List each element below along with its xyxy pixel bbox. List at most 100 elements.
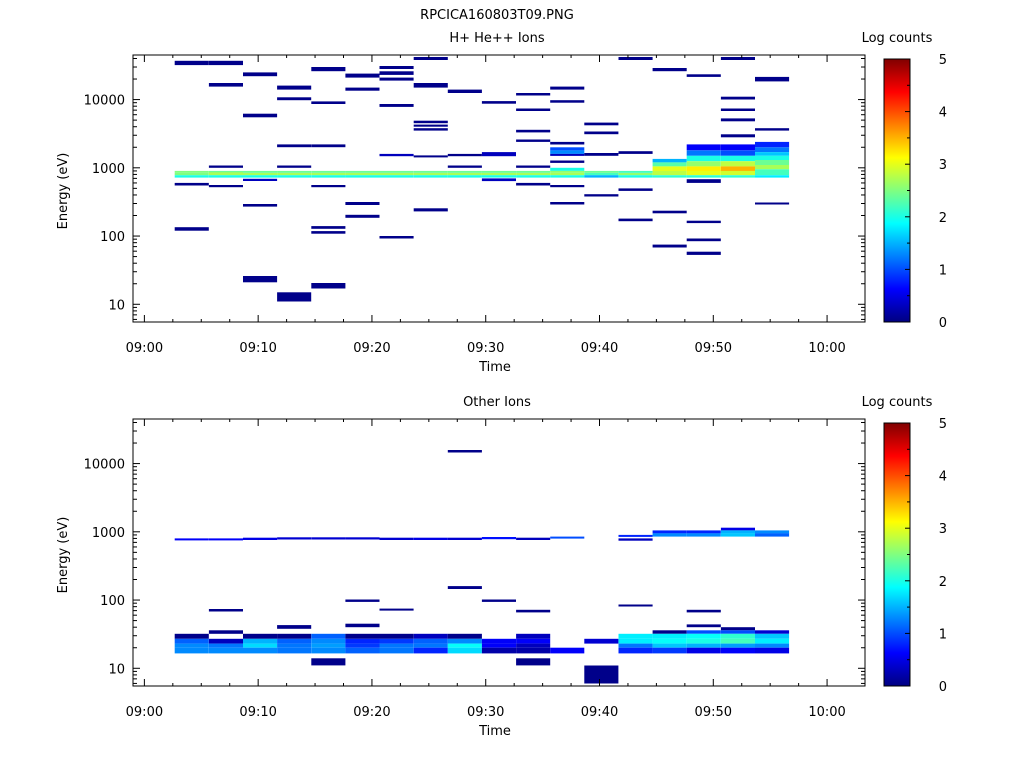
heatmap-cell [686, 624, 721, 628]
heatmap-cell [755, 202, 790, 205]
heatmap-cell [413, 647, 448, 654]
colorbar-tick-label: 1 [939, 627, 947, 642]
heatmap-cell [720, 96, 755, 100]
heatmap-cell [755, 647, 790, 654]
heatmap-cell [550, 150, 585, 154]
heatmap-cell [686, 175, 721, 178]
heatmap-cell [618, 638, 653, 644]
y-tick-label: 1000 [92, 526, 125, 541]
heatmap-cell [447, 633, 482, 639]
heatmap-cell [311, 633, 346, 639]
heatmap-cell [243, 276, 278, 283]
heatmap-cell [345, 638, 380, 644]
heatmap-cell [720, 175, 755, 178]
heatmap-cell [516, 165, 551, 168]
heatmap-cell [174, 175, 209, 178]
heatmap-cell [584, 131, 619, 135]
heatmap-cell [516, 633, 551, 639]
x-tick-label: 09:10 [239, 705, 276, 720]
y-tick-label: 10000 [84, 458, 125, 473]
heatmap-cell [413, 170, 448, 173]
heatmap-cell [481, 175, 516, 178]
heatmap-cell [277, 633, 312, 639]
y-tick-label: 100 [100, 594, 125, 609]
heatmap-cell [584, 122, 619, 126]
heatmap-cell [584, 170, 619, 173]
heatmap-cell [618, 218, 653, 222]
heatmap-cell [516, 170, 551, 173]
heatmap-cell [516, 108, 551, 111]
heatmap-cell [652, 244, 687, 248]
heatmap-cell [618, 534, 653, 537]
x-tick-label: 09:00 [126, 705, 163, 720]
heatmap-cell [686, 144, 721, 151]
heatmap-cell [686, 220, 721, 224]
heatmap-cell [516, 638, 551, 644]
heatmap-cell [618, 647, 653, 654]
heatmap-cell [243, 633, 278, 639]
heatmap-cell [277, 292, 312, 302]
y-tick-label: 1000 [92, 162, 125, 177]
x-tick-label: 09:20 [353, 705, 390, 720]
heatmap-cell [686, 179, 721, 183]
heatmap-cell [755, 76, 790, 82]
heatmap-cell [550, 175, 585, 178]
heatmap-cell [481, 647, 516, 654]
heatmap-cell [345, 623, 380, 628]
heatmap-cell [277, 175, 312, 178]
heatmap-cell [413, 57, 448, 60]
heatmap-cell [652, 162, 687, 167]
heatmap-cell [243, 638, 278, 644]
plot-area [133, 55, 865, 322]
heatmap-cell [550, 170, 585, 173]
heatmap-cell [481, 178, 516, 182]
heatmap-cell [481, 643, 516, 648]
x-tick-label: 09:10 [239, 341, 276, 356]
heatmap-cell [755, 638, 790, 644]
heatmap-cell [413, 124, 448, 127]
heatmap-cell [720, 638, 755, 644]
heatmap-cell [277, 144, 312, 148]
heatmap-cell [311, 283, 346, 289]
heatmap-cell [720, 166, 755, 171]
heatmap-cell [516, 139, 551, 142]
heatmap-cell [345, 214, 380, 218]
colorbar-tick-label: 3 [939, 158, 947, 173]
heatmap-cell [686, 155, 721, 162]
x-tick-label: 09:20 [353, 341, 390, 356]
heatmap-cell [516, 609, 551, 613]
heatmap-cell [686, 630, 721, 634]
heatmap-cell [277, 173, 312, 176]
heatmap-cell [516, 647, 551, 654]
heatmap-cell [652, 68, 687, 72]
heatmap-cell [720, 108, 755, 111]
heatmap-cell [481, 599, 516, 602]
heatmap-cell [174, 643, 209, 648]
colorbar-tick-label: 0 [939, 316, 947, 331]
heatmap-cell [413, 155, 448, 158]
heatmap-cell [311, 231, 346, 234]
heatmap-cell [481, 170, 516, 173]
heatmap-cell [755, 533, 790, 537]
heatmap-cell [516, 129, 551, 133]
heatmap-cell [720, 630, 755, 634]
heatmap-cell [686, 161, 721, 167]
heatmap-cell [720, 647, 755, 654]
heatmap-cell [243, 170, 278, 173]
heatmap-cell [652, 638, 687, 644]
heatmap-cell [174, 538, 209, 541]
x-tick-label: 10:00 [808, 341, 845, 356]
heatmap-cell [686, 166, 721, 171]
heatmap-cell [379, 175, 414, 178]
heatmap-cell [345, 537, 380, 540]
heatmap-cell [379, 173, 414, 176]
heatmap-cell [174, 173, 209, 176]
heatmap-cell [208, 638, 243, 644]
y-axis-label: Energy (eV) [56, 517, 71, 594]
heatmap-cell [345, 647, 380, 654]
heatmap-cell [243, 204, 278, 207]
heatmap-cell [686, 170, 721, 176]
heatmap-cell [618, 188, 653, 191]
heatmap-cell [208, 647, 243, 654]
x-axis-label: Time [478, 724, 511, 739]
